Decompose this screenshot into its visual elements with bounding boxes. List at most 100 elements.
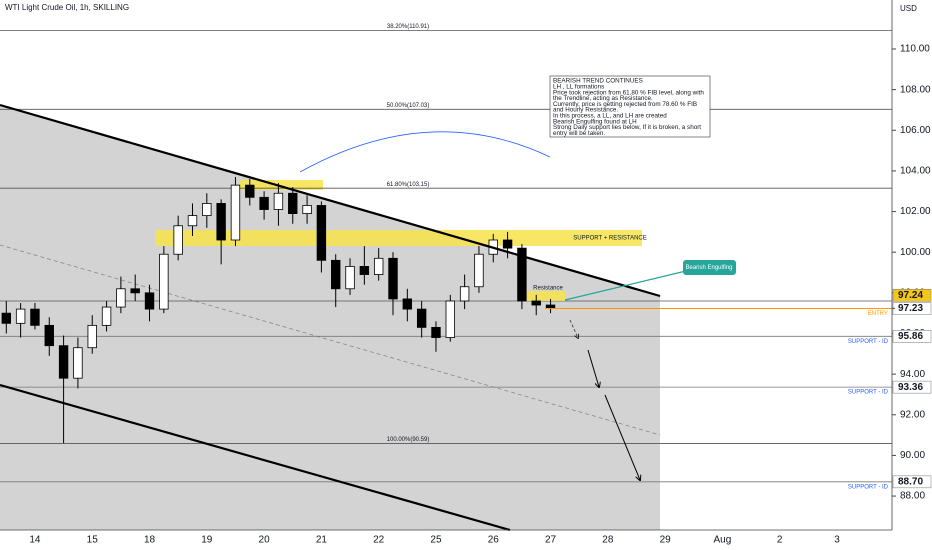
y-tick-label: 102.00 xyxy=(900,206,931,217)
candles xyxy=(1,177,556,444)
candle-body xyxy=(331,259,341,290)
candle-body xyxy=(73,347,83,379)
y-tick-label: 94.00 xyxy=(900,369,925,380)
candle-body xyxy=(230,184,241,241)
note-line: Price took rejection from 61.80 % FIB le… xyxy=(553,89,704,96)
x-tick-label: 22 xyxy=(373,535,385,546)
zone-label: Resistance xyxy=(533,286,563,292)
candle-body xyxy=(44,324,54,347)
note-line: Strong Daily support lies below, If it i… xyxy=(553,124,701,131)
candle-body xyxy=(58,345,69,379)
y-tick-label: 104.00 xyxy=(900,166,931,177)
price-label: 95.86 xyxy=(898,331,923,342)
price-label-box xyxy=(892,475,932,489)
support-label: SUPPORT - ID xyxy=(848,390,889,396)
fib-label: 61.80%(103.15) xyxy=(387,182,430,188)
candle-body xyxy=(459,286,470,302)
candle-body xyxy=(187,215,198,227)
note-line: Currently, price is getting rejected fro… xyxy=(553,101,697,108)
candle-body xyxy=(101,306,112,326)
candle-body xyxy=(202,203,212,217)
price-label-box xyxy=(892,289,932,302)
x-tick-label: Aug xyxy=(714,535,732,546)
x-tick-label: 29 xyxy=(660,535,672,546)
candle-body xyxy=(502,239,513,249)
chart-title: WTI Light Crude Oil, 1h, SKILLING xyxy=(5,3,129,12)
axis-unit: USD xyxy=(900,4,917,13)
note-line: entry will be taken. xyxy=(553,130,605,137)
support-label: SUPPORT - ID xyxy=(848,339,889,345)
candle-body xyxy=(1,312,11,324)
candle-body xyxy=(388,257,398,300)
candle-body xyxy=(173,225,183,255)
arrow xyxy=(604,394,640,480)
price-label: 88.70 xyxy=(898,476,923,487)
candle-body xyxy=(545,304,556,309)
x-tick-label: 3 xyxy=(834,535,840,546)
candle-body xyxy=(15,308,26,324)
candle-body xyxy=(216,203,226,241)
x-tick-label: 27 xyxy=(545,535,557,546)
price-label-box xyxy=(892,380,932,394)
fib-label: 100.00%(90.59) xyxy=(387,437,430,443)
arrow xyxy=(587,349,599,387)
trendline xyxy=(0,383,511,532)
x-tick-label: 26 xyxy=(488,535,500,546)
note-line: LH , LL formations xyxy=(553,83,604,90)
x-tick-label: 28 xyxy=(602,535,614,546)
price-label-box xyxy=(892,330,932,343)
x-tick-label: 18 xyxy=(144,535,156,546)
x-tick-label: 21 xyxy=(316,535,328,546)
x-tick-label: 14 xyxy=(29,535,41,546)
candle-body xyxy=(531,300,541,306)
candle-body xyxy=(144,292,155,310)
candle-body xyxy=(288,192,298,214)
y-tick-label: 108.00 xyxy=(900,84,931,95)
channel-midline xyxy=(0,244,661,436)
x-tick-label: 19 xyxy=(201,535,213,546)
note-line: BEARISH TREND CONTINUES xyxy=(553,78,643,85)
candle-body xyxy=(359,266,370,275)
candle-body xyxy=(130,288,140,294)
price-label: 97.24 xyxy=(898,290,923,301)
zone xyxy=(155,230,642,246)
note-line: Bearish Engulfing found at LH xyxy=(553,118,637,125)
candle-body xyxy=(116,288,126,308)
candle-body xyxy=(416,308,427,328)
note-line: the Trendline, acting as Resistance. xyxy=(553,95,653,102)
candle-body xyxy=(245,184,255,198)
candle-body xyxy=(402,298,413,310)
price-axis xyxy=(892,0,932,550)
candle-body xyxy=(345,266,355,290)
candle-body xyxy=(316,205,327,261)
candle-body xyxy=(30,308,40,326)
y-tick-label: 100.00 xyxy=(900,247,931,258)
candle-body xyxy=(431,326,441,338)
callout-line xyxy=(564,269,691,301)
zone xyxy=(525,291,565,301)
trendline xyxy=(0,103,661,298)
note-line: and Hourly Resistance. xyxy=(553,107,618,114)
y-tick-label: 90.00 xyxy=(900,450,925,461)
candle-body xyxy=(373,257,384,275)
y-tick-label: 106.00 xyxy=(900,125,931,136)
candle-body xyxy=(87,324,97,349)
zone xyxy=(240,180,323,190)
candle-body xyxy=(302,205,312,214)
candle-body xyxy=(159,253,169,310)
x-tick-label: 2 xyxy=(777,535,783,546)
candle-body xyxy=(445,300,455,338)
callout-box xyxy=(683,260,736,275)
candle-body xyxy=(259,196,269,210)
arrow xyxy=(569,319,578,338)
callout-label: Bearish Engulfing xyxy=(685,265,732,271)
y-tick-label: 88.00 xyxy=(900,491,925,502)
y-tick-label: 92.00 xyxy=(900,409,925,420)
arc xyxy=(299,131,551,173)
entry-label: ENTRY xyxy=(868,311,888,317)
note-box xyxy=(549,75,711,138)
candle-body xyxy=(517,247,527,302)
price-label: 97.23 xyxy=(898,303,923,314)
candle-body xyxy=(474,253,484,288)
